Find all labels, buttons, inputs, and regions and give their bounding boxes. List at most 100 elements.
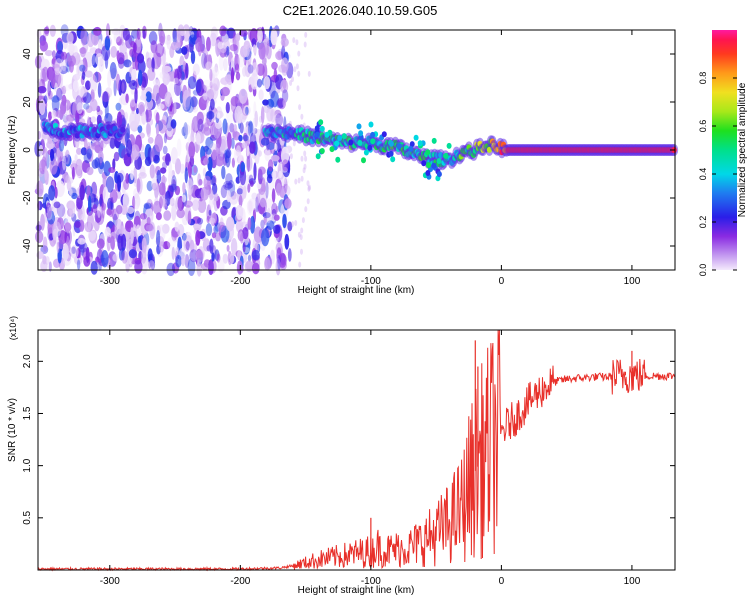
spectrogram-x-label: Height of straight line (km) [298, 285, 415, 296]
noise-blob [136, 178, 141, 193]
noise-blob [121, 82, 125, 92]
noise-blob [251, 192, 258, 200]
noise-blob [47, 80, 52, 97]
noise-blob [43, 26, 50, 35]
noise-blob [211, 84, 217, 96]
noise-blob [247, 64, 254, 74]
noise-blob [184, 254, 190, 268]
noise-blob [262, 37, 270, 45]
noise-blob [258, 166, 266, 175]
noise-blob [224, 182, 234, 189]
noise-blob [229, 253, 235, 264]
noise-blob [156, 230, 161, 247]
noise-blob [240, 161, 246, 173]
noise-blob [247, 45, 253, 52]
noise-blob [62, 155, 67, 170]
noise-blob [136, 28, 141, 40]
noise-blob [283, 185, 291, 197]
noise-blob [87, 220, 92, 231]
noise-blob [102, 172, 107, 190]
noise-blob [209, 68, 213, 82]
track-point [335, 156, 341, 163]
noise-blob [46, 140, 55, 149]
track-point [425, 149, 431, 156]
noise-blob [297, 231, 301, 238]
noise-blob [297, 177, 301, 184]
track-point [315, 153, 321, 160]
noise-blob [142, 30, 146, 39]
track-point [417, 140, 423, 147]
noise-blob [141, 72, 148, 88]
noise-blob [153, 200, 162, 215]
noise-blob [55, 180, 65, 198]
noise-blob [242, 241, 246, 253]
noise-blob [65, 174, 71, 183]
noise-blob [196, 217, 204, 225]
track-point [337, 135, 343, 141]
noise-blob [289, 153, 293, 160]
track-point [408, 145, 414, 152]
colorbar-gradient [712, 30, 737, 270]
noise-blob [205, 148, 212, 155]
noise-blob [298, 104, 302, 111]
noise-blob [186, 43, 194, 53]
noise-blob [132, 54, 137, 71]
noise-blob [89, 98, 98, 112]
noise-blob [84, 70, 93, 78]
noise-blob [120, 204, 128, 215]
noise-blob [233, 150, 243, 164]
track-point [381, 131, 387, 138]
noise-blob [83, 103, 90, 110]
noise-blob [187, 178, 194, 196]
noise-blob [115, 204, 123, 215]
noise-blob [216, 253, 221, 263]
noise-blob [155, 43, 165, 58]
track-point [358, 130, 364, 137]
noise-blob [44, 256, 50, 265]
noise-blob [57, 74, 63, 90]
noise-blob [155, 112, 160, 124]
noise-blob [151, 178, 158, 190]
noise-blob [217, 41, 224, 50]
noise-blob [242, 185, 247, 199]
noise-blob [101, 250, 109, 268]
track-point [357, 140, 363, 146]
noise-blob [174, 158, 182, 175]
noise-blob [307, 70, 311, 77]
noise-blob [123, 59, 132, 68]
colorbar-tick-label: 0.0 [698, 264, 708, 277]
noise-blob [49, 158, 58, 175]
noise-blob [130, 169, 134, 181]
noise-blob [77, 238, 86, 245]
noise-blob [159, 30, 166, 46]
noise-blob [185, 62, 189, 79]
noise-blob [45, 25, 50, 37]
noise-blob [90, 116, 97, 123]
noise-blob [113, 78, 117, 97]
colorbar-tick-label: 0.8 [698, 72, 708, 85]
noise-blob [238, 230, 244, 242]
noise-blob [129, 111, 137, 129]
noise-blob [163, 133, 168, 144]
noise-blob [209, 189, 214, 201]
noise-blob [46, 204, 53, 221]
noise-blob [112, 253, 119, 262]
noise-blob [132, 195, 136, 211]
noise-blob [301, 217, 305, 224]
noise-blob [92, 204, 98, 214]
noise-blob [258, 150, 262, 157]
noise-blob [222, 118, 228, 135]
noise-blob [73, 73, 80, 81]
noise-blob [51, 58, 56, 65]
noise-blob [211, 232, 217, 239]
noise-blob [215, 143, 221, 158]
noise-blob [159, 240, 165, 253]
noise-blob [212, 149, 217, 161]
track-point [334, 140, 340, 147]
noise-blob [260, 106, 265, 124]
noise-blob [238, 194, 243, 208]
noise-blob [265, 198, 273, 209]
noise-blob [263, 215, 267, 224]
noise-blob [203, 92, 208, 101]
noise-blob [95, 53, 104, 66]
